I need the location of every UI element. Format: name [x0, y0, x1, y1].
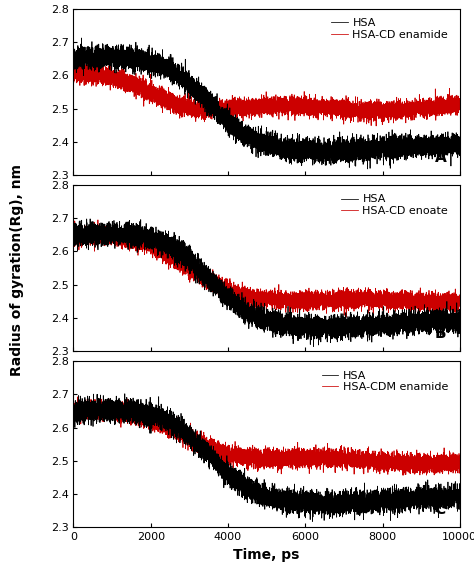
- HSA: [71, 53, 76, 60]
- HSA: [259, 323, 265, 330]
- HSA: [437, 495, 442, 502]
- HSA-CD enoate: [343, 314, 349, 321]
- HSA: [365, 165, 370, 172]
- HSA-CDM enamide: [75, 393, 81, 400]
- HSA: [457, 495, 463, 502]
- HSA-CDM enamide: [437, 459, 442, 466]
- HSA-CD enamide: [73, 71, 78, 78]
- HSA-CD enamide: [437, 112, 442, 119]
- HSA: [94, 52, 100, 59]
- HSA-CD enamide: [457, 101, 463, 108]
- HSA: [259, 492, 265, 499]
- HSA: [94, 229, 100, 236]
- HSA-CDM enamide: [259, 459, 265, 466]
- Text: Radius of gyration(Rg), nm: Radius of gyration(Rg), nm: [9, 163, 24, 376]
- HSA: [437, 320, 442, 327]
- HSA-CD enoate: [87, 234, 92, 241]
- HSA-CD enamide: [94, 74, 100, 81]
- HSA-CD enoate: [437, 294, 442, 301]
- Line: HSA-CD enoate: HSA-CD enoate: [73, 220, 460, 317]
- HSA: [94, 411, 100, 418]
- HSA-CD enoate: [71, 225, 76, 232]
- HSA: [146, 57, 152, 64]
- HSA-CD enamide: [86, 58, 92, 65]
- Legend: HSA, HSA-CD enoate: HSA, HSA-CD enoate: [339, 192, 450, 219]
- HSA: [146, 413, 152, 420]
- HSA-CD enoate: [95, 216, 101, 223]
- HSA-CDM enamide: [400, 472, 406, 479]
- HSA-CD enoate: [73, 229, 78, 236]
- HSA-CDM enamide: [94, 404, 100, 411]
- HSA-CDM enamide: [87, 398, 92, 405]
- HSA: [122, 390, 128, 397]
- HSA: [73, 234, 78, 241]
- HSA: [457, 138, 463, 145]
- HSA-CD enoate: [259, 297, 265, 304]
- Line: HSA: HSA: [73, 38, 460, 169]
- HSA: [146, 237, 152, 244]
- Text: B: B: [435, 326, 447, 341]
- HSA-CD enoate: [94, 229, 100, 236]
- HSA-CDM enamide: [457, 463, 463, 470]
- HSA: [87, 239, 92, 246]
- HSA: [79, 35, 84, 42]
- HSA-CD enamide: [146, 83, 152, 90]
- HSA-CD enamide: [374, 122, 379, 130]
- HSA-CD enamide: [259, 97, 265, 104]
- Line: HSA-CD enamide: HSA-CD enamide: [73, 62, 460, 126]
- HSA: [87, 216, 93, 223]
- Line: HSA: HSA: [73, 219, 460, 346]
- HSA: [71, 412, 76, 419]
- Text: C: C: [435, 502, 446, 517]
- HSA-CDM enamide: [146, 422, 152, 429]
- Line: HSA-CDM enamide: HSA-CDM enamide: [73, 397, 460, 475]
- HSA: [437, 134, 442, 141]
- Legend: HSA, HSA-CD enamide: HSA, HSA-CD enamide: [329, 16, 450, 42]
- Line: HSA: HSA: [73, 394, 460, 522]
- HSA: [259, 135, 265, 142]
- HSA-CD enamide: [71, 59, 76, 66]
- HSA: [457, 312, 463, 319]
- HSA: [71, 230, 76, 237]
- HSA: [87, 59, 92, 66]
- HSA-CD enoate: [146, 243, 152, 250]
- HSA-CDM enamide: [71, 413, 76, 420]
- HSA-CD enamide: [87, 74, 92, 81]
- HSA: [311, 343, 317, 350]
- Legend: HSA, HSA-CDM enamide: HSA, HSA-CDM enamide: [319, 369, 450, 394]
- Text: A: A: [435, 150, 447, 165]
- HSA: [87, 413, 92, 420]
- HSA: [73, 59, 78, 66]
- HSA: [310, 518, 315, 525]
- HSA-CD enoate: [457, 294, 463, 301]
- HSA: [73, 409, 78, 416]
- HSA-CDM enamide: [73, 407, 78, 414]
- X-axis label: Time, ps: Time, ps: [233, 548, 300, 562]
